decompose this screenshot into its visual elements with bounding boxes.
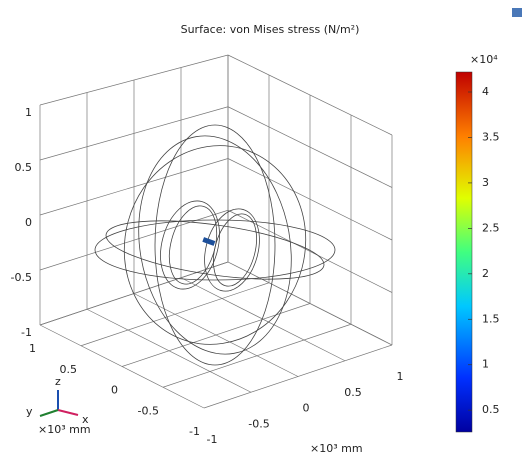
x-tick-label: 0.5: [344, 386, 362, 399]
z-tick-label: -0.5: [11, 271, 32, 284]
y-tick-label: -0.5: [138, 404, 159, 417]
colorbar: [456, 72, 472, 432]
triad-y: y: [26, 405, 33, 418]
chart-title: Surface: von Mises stress (N/m²): [181, 23, 360, 36]
colorbar-tick-label: 3.5: [482, 130, 500, 143]
x-tick-label: 0: [303, 402, 310, 415]
colorbar-tick-label: 2.5: [482, 221, 500, 234]
toolbar-icon[interactable]: [512, 8, 522, 17]
colorbar-tick-label: 4: [482, 85, 489, 98]
triad-unit: ×10³ mm: [38, 423, 91, 436]
z-tick-label: 1: [25, 106, 32, 119]
y-tick-label: -1: [189, 425, 200, 438]
x-tick-label: 1: [397, 370, 404, 383]
chart: Surface: von Mises stress (N/m²) ×10⁴ ×1…: [0, 0, 529, 468]
triad-z: z: [55, 375, 61, 388]
colorbar-tick-label: 0.5: [482, 403, 500, 416]
colorbar-tick-label: 1.5: [482, 312, 500, 325]
x-tick-label: -1: [207, 433, 218, 446]
z-tick-label: -1: [21, 326, 32, 339]
y-tick-label: 0.5: [60, 363, 78, 376]
y-tick-label: 0: [111, 384, 118, 397]
colorbar-multiplier: ×10⁴: [470, 53, 498, 66]
z-tick-label: 0.5: [15, 161, 33, 174]
y-tick-label: 1: [29, 342, 36, 355]
colorbar-tick-label: 1: [482, 358, 489, 371]
x-tick-label: -0.5: [248, 417, 269, 430]
colorbar-tick-label: 2: [482, 267, 489, 280]
axis-unit: ×10³ mm: [310, 442, 363, 455]
z-tick-label: 0: [25, 216, 32, 229]
colorbar-tick-label: 3: [482, 176, 489, 189]
